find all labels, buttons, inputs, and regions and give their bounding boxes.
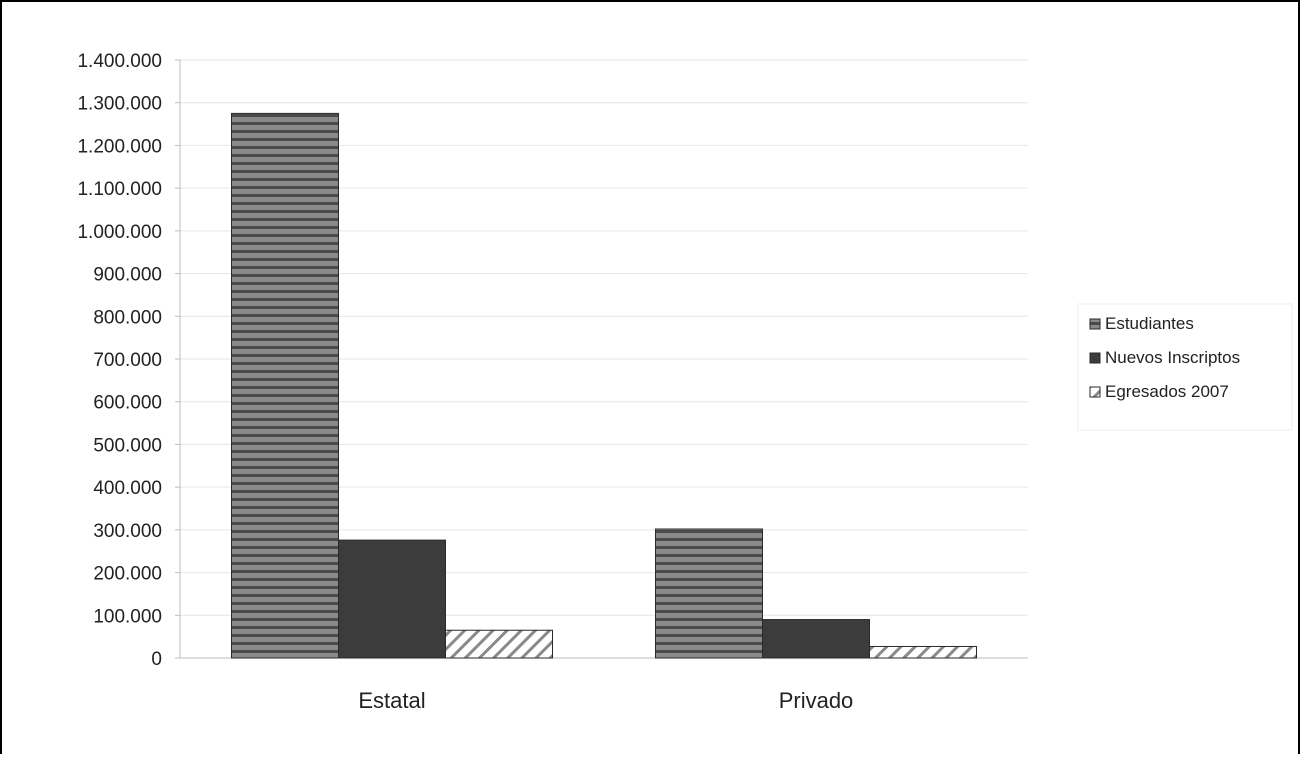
bar-estudiantes-estatal xyxy=(231,112,339,659)
x-category-labels: Estatal Privado xyxy=(358,688,853,713)
y-tick-label: 1.400.000 xyxy=(77,51,162,72)
x-category-label: Estatal xyxy=(358,688,425,713)
y-tick-label: 900.000 xyxy=(93,265,162,286)
legend-label: Egresados 2007 xyxy=(1105,382,1229,401)
legend-swatch xyxy=(1089,386,1101,398)
y-tick-label: 1.200.000 xyxy=(77,136,162,157)
legend-swatch xyxy=(1089,318,1101,330)
y-tick-labels: 0 100.000 200.000 300.000 400.000 500.000 600.… xyxy=(77,51,162,670)
x-category-label: Privado xyxy=(779,688,854,713)
bar-nuevos-inscriptos-estatal xyxy=(338,539,446,659)
legend: Estudiantes Nuevos Inscriptos Egresados 20… xyxy=(1077,303,1293,431)
legend-label: Nuevos Inscriptos xyxy=(1105,348,1240,367)
bar-egresados-2007-privado xyxy=(869,645,977,659)
y-tick-label: 1.100.000 xyxy=(77,179,162,200)
y-tick-label: 1.000.000 xyxy=(77,222,162,243)
y-tick-label: 1.300.000 xyxy=(77,94,162,115)
legend-box xyxy=(1077,303,1293,431)
y-tick-label: 700.000 xyxy=(93,350,162,371)
legend-label: Estudiantes xyxy=(1105,314,1194,333)
bar-nuevos-inscriptos-privado xyxy=(762,619,870,659)
y-tick-label: 300.000 xyxy=(93,521,162,542)
y-tick-label: 100.000 xyxy=(93,606,162,627)
legend-swatch xyxy=(1089,352,1101,364)
y-tick-label: 600.000 xyxy=(93,393,162,414)
y-tick-label: 0 xyxy=(151,649,162,670)
bar-estudiantes-privado xyxy=(655,528,763,659)
y-tick-label: 400.000 xyxy=(93,478,162,499)
y-tick-label: 800.000 xyxy=(93,307,162,328)
bar-egresados-2007-estatal xyxy=(445,629,553,659)
y-tick-label: 200.000 xyxy=(93,564,162,585)
y-tick-label: 500.000 xyxy=(93,435,162,456)
bars xyxy=(231,112,977,659)
